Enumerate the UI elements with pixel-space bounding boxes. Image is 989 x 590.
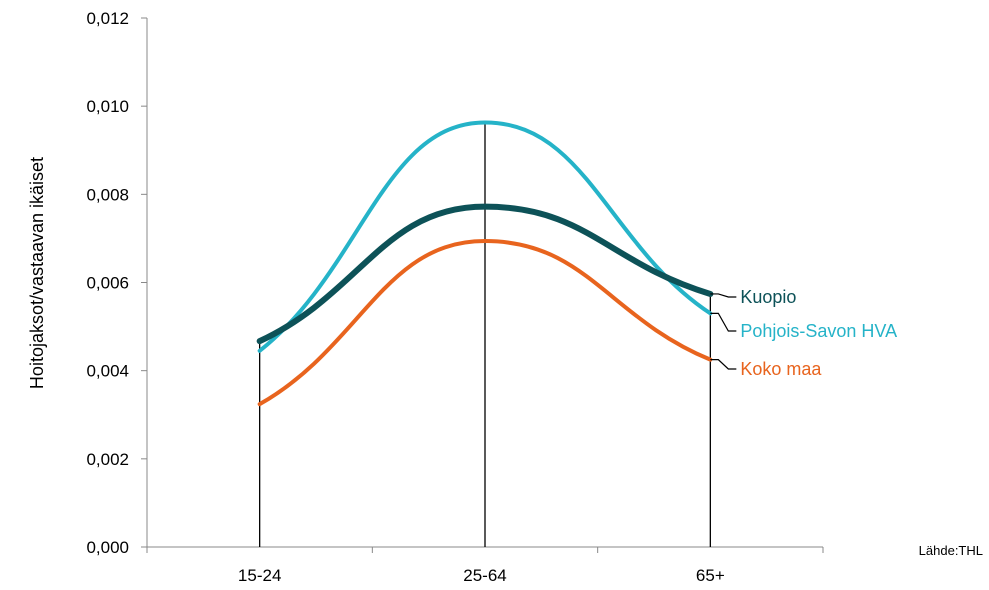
leader-line-koko-maa xyxy=(710,359,737,370)
series-labels: Pohjois-Savon HVA Kuopio Koko maa xyxy=(710,287,897,379)
series-line-koko-maa xyxy=(257,239,713,407)
axes: 0,000 0,002 0,004 0,006 0,008 0,010 0,012 15-24… xyxy=(86,9,824,585)
series-line-kuopio xyxy=(256,203,714,345)
series-line-pohjois-savon-hva xyxy=(257,120,713,353)
y-tick-label: 0,004 xyxy=(86,362,129,381)
series-label-koko-maa: Koko maa xyxy=(740,359,822,379)
y-tick-label: 0,012 xyxy=(86,9,129,28)
y-tick-label: 0,008 xyxy=(86,185,129,204)
leader-line-kuopio xyxy=(710,293,737,298)
y-tick-label: 0,006 xyxy=(86,274,129,293)
series-label-pohjois-savon-hva: Pohjois-Savon HVA xyxy=(740,321,897,341)
series-lines xyxy=(256,120,714,407)
y-tick-label: 0,000 xyxy=(86,538,129,557)
y-axis-title: Hoitojaksot/vastaavan ikäiset xyxy=(27,157,47,389)
y-tick-label: 0,010 xyxy=(86,97,129,116)
y-tick-label: 0,002 xyxy=(86,450,129,469)
drop-lines xyxy=(259,122,711,547)
x-tick-label: 15-24 xyxy=(238,566,281,585)
source-label: Lähde:THL xyxy=(919,543,983,558)
series-label-kuopio: Kuopio xyxy=(740,287,796,307)
x-tick-label: 65+ xyxy=(696,566,725,585)
x-tick-label: 25-64 xyxy=(463,566,506,585)
leader-line-pohjois-savon-hva xyxy=(710,312,737,332)
